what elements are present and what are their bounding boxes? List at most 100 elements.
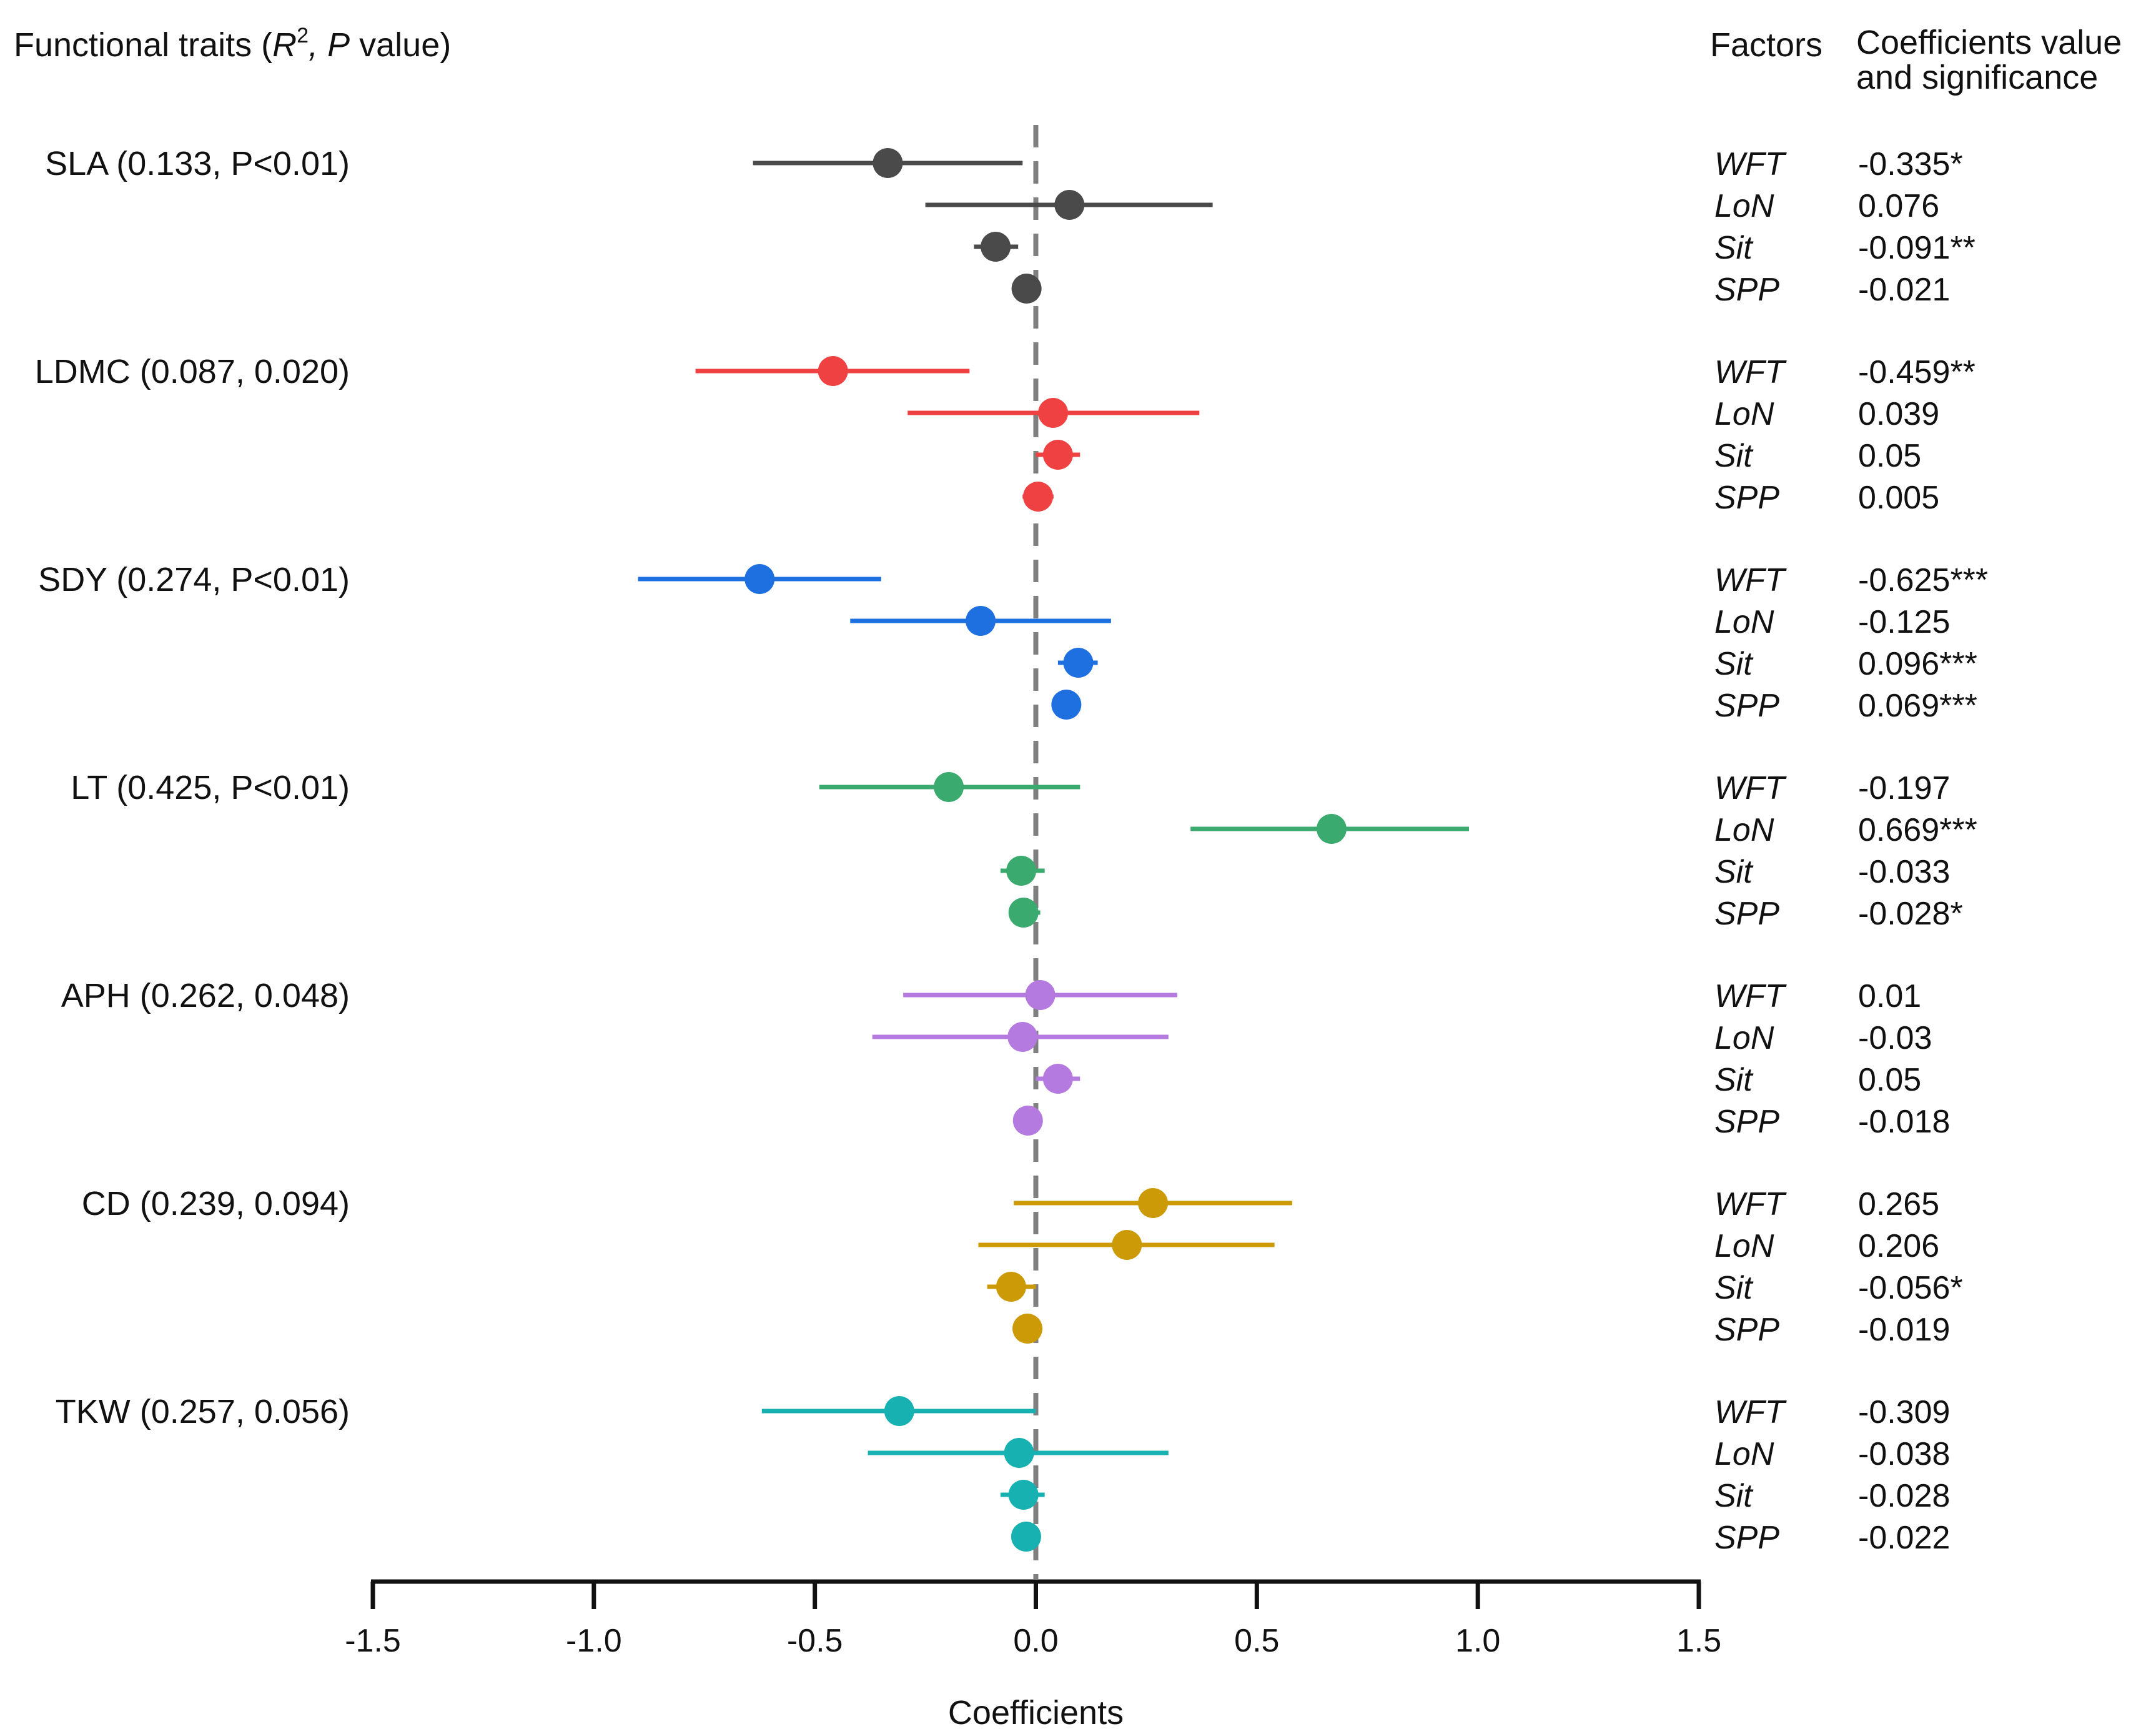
point-tkw-lon — [1004, 1438, 1034, 1468]
point-ldmc-lon — [1038, 398, 1069, 428]
point-sla-spp — [1011, 274, 1042, 304]
x-tick-label-3: 0.0 — [1013, 1623, 1058, 1659]
factor-label-cd-sit: Sit — [1714, 1270, 1754, 1306]
point-aph-sit — [1042, 1064, 1073, 1094]
factor-label-ldmc-wft: WFT — [1714, 354, 1787, 390]
x-axis: -1.5 -1.0 -0.5 0.0 0.5 1.0 1.5 — [345, 1579, 1721, 1659]
point-ldmc-wft — [818, 356, 848, 386]
point-lt-spp — [1008, 898, 1039, 928]
coef-value-sla-lon: 0.076 — [1858, 188, 1939, 224]
point-cd-sit — [996, 1272, 1026, 1302]
factor-label-cd-spp: SPP — [1714, 1312, 1779, 1348]
x-tick-label-1: -1.0 — [566, 1623, 622, 1659]
factor-label-sla-sit: Sit — [1714, 230, 1754, 266]
coef-value-sla-sit: -0.091** — [1858, 230, 1976, 266]
factor-label-lt-sit: Sit — [1714, 854, 1754, 890]
point-aph-lon — [1007, 1022, 1038, 1052]
coef-value-aph-wft: 0.01 — [1858, 978, 1921, 1014]
coef-value-aph-lon: -0.03 — [1858, 1020, 1932, 1056]
factor-label-ldmc-lon: LoN — [1714, 396, 1774, 432]
point-sla-wft — [873, 148, 903, 178]
coef-header-line2: and significance — [1856, 59, 2098, 96]
forest-marks: SLA (0.133, P<0.01) WFT -0.335* LoN 0.076 Sit… — [35, 145, 1988, 1556]
factor-label-aph-lon: LoN — [1714, 1020, 1774, 1056]
trait-label-tkw: TKW (0.257, 0.056) — [56, 1393, 350, 1430]
trait-label-lt: LT (0.425, P<0.01) — [71, 769, 350, 806]
x-tick-label-0: -1.5 — [345, 1623, 401, 1659]
coef-value-ldmc-lon: 0.039 — [1858, 396, 1939, 432]
coef-value-cd-spp: -0.019 — [1858, 1312, 1950, 1348]
point-aph-spp — [1012, 1106, 1043, 1136]
point-sdy-sit — [1063, 648, 1094, 678]
point-sdy-lon — [966, 606, 996, 636]
coef-value-ldmc-wft: -0.459** — [1858, 354, 1976, 390]
point-sdy-wft — [744, 564, 775, 594]
trait-label-sla: SLA (0.133, P<0.01) — [45, 145, 350, 182]
point-ldmc-spp — [1023, 482, 1054, 512]
factor-label-sdy-spp: SPP — [1714, 688, 1779, 724]
point-tkw-sit — [1008, 1480, 1039, 1510]
coef-value-cd-lon: 0.206 — [1858, 1228, 1939, 1264]
coef-value-sdy-wft: -0.625*** — [1858, 562, 1988, 598]
coef-header-line1: Coefficients value — [1856, 24, 2122, 61]
point-sdy-spp — [1051, 690, 1082, 720]
factor-label-aph-spp: SPP — [1714, 1104, 1779, 1140]
coef-value-tkw-sit: -0.028 — [1858, 1478, 1950, 1514]
coef-value-lt-lon: 0.669*** — [1858, 812, 1977, 848]
factor-label-aph-sit: Sit — [1714, 1062, 1754, 1098]
coef-value-lt-wft: -0.197 — [1858, 770, 1950, 806]
trait-label-aph: APH (0.262, 0.048) — [61, 977, 350, 1014]
coef-value-lt-spp: -0.028* — [1858, 896, 1963, 932]
factor-label-ldmc-spp: SPP — [1714, 480, 1779, 516]
coef-value-cd-sit: -0.056* — [1858, 1270, 1963, 1306]
point-aph-wft — [1025, 980, 1056, 1010]
factor-label-aph-wft: WFT — [1714, 978, 1787, 1014]
factor-label-tkw-sit: Sit — [1714, 1478, 1754, 1514]
coef-value-ldmc-spp: 0.005 — [1858, 480, 1939, 516]
factor-label-sla-wft: WFT — [1714, 146, 1787, 182]
factors-header: Factors — [1710, 26, 1822, 64]
trait-label-sdy: SDY (0.274, P<0.01) — [38, 561, 350, 598]
point-lt-lon — [1316, 814, 1347, 844]
point-tkw-wft — [884, 1396, 914, 1426]
coef-value-sdy-lon: -0.125 — [1858, 604, 1950, 640]
x-axis-label: Coefficients — [948, 1694, 1124, 1729]
x-tick-label-5: 1.0 — [1455, 1623, 1500, 1659]
coef-value-lt-sit: -0.033 — [1858, 854, 1950, 890]
factor-label-sdy-sit: Sit — [1714, 646, 1754, 682]
traits-header: Functional traits (R2, P value) — [14, 24, 451, 64]
coef-value-sla-wft: -0.335* — [1858, 146, 1963, 182]
x-tick-label-4: 0.5 — [1234, 1623, 1279, 1659]
point-sla-lon — [1054, 190, 1085, 220]
x-tick-label-6: 1.5 — [1676, 1623, 1721, 1659]
factor-label-cd-wft: WFT — [1714, 1186, 1787, 1222]
point-cd-wft — [1138, 1188, 1169, 1218]
point-sla-sit — [981, 232, 1011, 262]
factor-label-lt-lon: LoN — [1714, 812, 1774, 848]
coef-value-sdy-sit: 0.096*** — [1858, 646, 1977, 682]
factor-label-cd-lon: LoN — [1714, 1228, 1774, 1264]
factor-label-sla-spp: SPP — [1714, 272, 1779, 308]
factor-label-lt-spp: SPP — [1714, 896, 1779, 932]
coef-value-aph-spp: -0.018 — [1858, 1104, 1950, 1140]
coef-value-sdy-spp: 0.069*** — [1858, 688, 1977, 724]
factor-label-sdy-lon: LoN — [1714, 604, 1774, 640]
factor-label-lt-wft: WFT — [1714, 770, 1787, 806]
point-cd-spp — [1012, 1314, 1043, 1344]
factor-label-tkw-spp: SPP — [1714, 1520, 1779, 1556]
coef-value-ldmc-sit: 0.05 — [1858, 438, 1921, 474]
coef-value-aph-sit: 0.05 — [1858, 1062, 1921, 1098]
coef-value-cd-wft: 0.265 — [1858, 1186, 1939, 1222]
point-ldmc-sit — [1042, 440, 1073, 470]
factor-label-tkw-lon: LoN — [1714, 1436, 1774, 1472]
coef-value-tkw-spp: -0.022 — [1858, 1520, 1950, 1556]
point-lt-sit — [1006, 856, 1037, 886]
trait-label-cd: CD (0.239, 0.094) — [82, 1185, 350, 1222]
coef-value-tkw-lon: -0.038 — [1858, 1436, 1950, 1472]
coef-value-tkw-wft: -0.309 — [1858, 1394, 1950, 1430]
factor-label-tkw-wft: WFT — [1714, 1394, 1787, 1430]
point-lt-wft — [934, 772, 964, 802]
x-tick-label-2: -0.5 — [787, 1623, 843, 1659]
factor-label-sla-lon: LoN — [1714, 188, 1774, 224]
